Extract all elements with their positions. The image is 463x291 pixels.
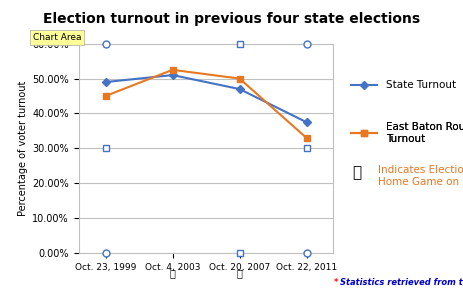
Text: 🏈: 🏈	[169, 268, 175, 278]
Text: 🏈: 🏈	[237, 268, 243, 278]
Text: *: *	[333, 278, 338, 287]
Text: Election turnout in previous four state elections: Election turnout in previous four state …	[43, 12, 420, 26]
Text: Statistics retrieved from the: Statistics retrieved from the	[340, 278, 463, 287]
Legend: East Baton Rouge Parish
Turnout: East Baton Rouge Parish Turnout	[351, 122, 463, 144]
Text: 🏈: 🏈	[352, 165, 362, 180]
Text: Chart Area: Chart Area	[33, 33, 81, 42]
Text: Indicates Election and
Home Game on same day: Indicates Election and Home Game on same…	[378, 165, 463, 187]
Y-axis label: Percentage of voter turnout: Percentage of voter turnout	[18, 81, 28, 216]
